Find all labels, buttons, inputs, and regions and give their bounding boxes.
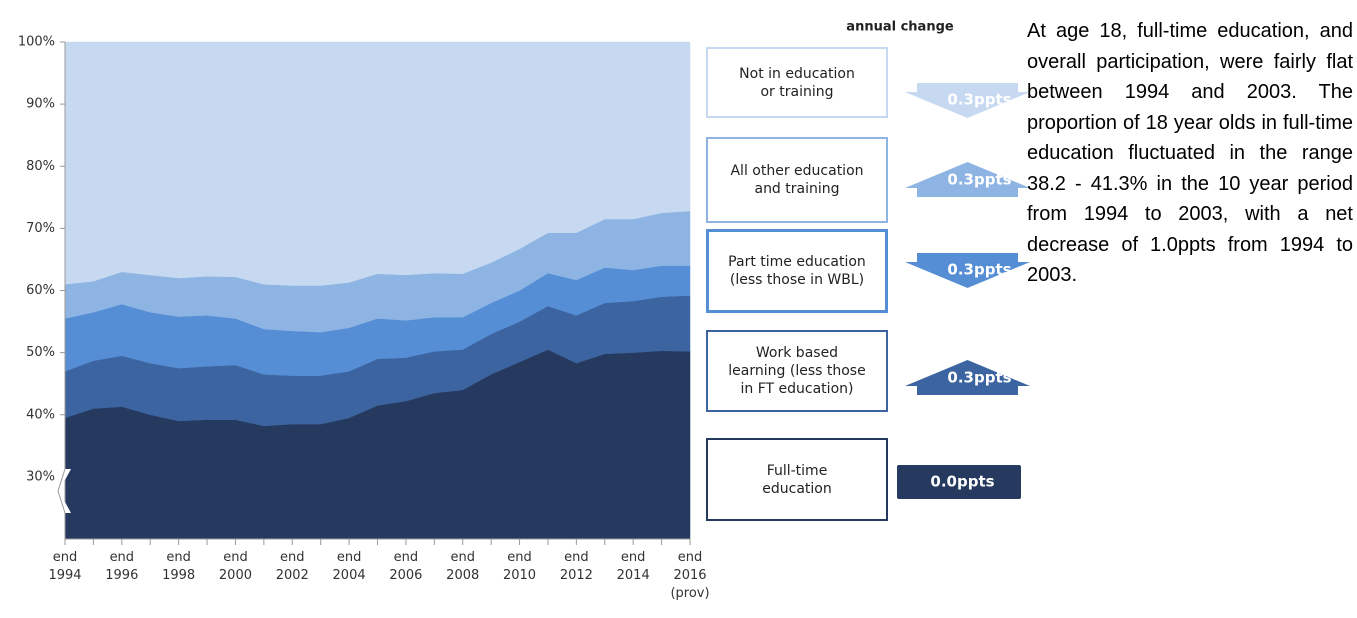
y-tick-label: 30% <box>26 469 55 484</box>
legend-label: Not in education or training <box>739 65 855 100</box>
legend-label: Part time education (less those in WBL) <box>728 254 866 288</box>
legend-box: Work based learning (less those in FT ed… <box>706 330 888 412</box>
x-tick-label: end 2004 <box>333 550 366 583</box>
legend-label: Full-time education <box>762 462 832 497</box>
x-tick-label: end 2014 <box>617 550 650 583</box>
change-label: 0.3ppts <box>947 91 1011 109</box>
legend-box: Full-time education <box>706 438 888 521</box>
x-tick-label: end 2016 (prov) <box>670 550 709 601</box>
x-tick-label: end 2000 <box>219 550 252 583</box>
legend-box: Part time education (less those in WBL) <box>706 229 888 313</box>
x-tick-label: end 2008 <box>446 550 479 583</box>
y-tick-label: 100% <box>18 35 55 50</box>
y-tick-label: 50% <box>26 345 55 360</box>
x-tick-label: end 2006 <box>389 550 422 583</box>
y-tick-label: 80% <box>26 159 55 174</box>
legend-box: All other education and training <box>706 137 888 223</box>
annotation: At age 18, full-time education, and over… <box>1027 20 1353 286</box>
y-tick-label: 90% <box>26 97 55 112</box>
x-tick-label: end 2002 <box>276 550 309 583</box>
change-arrow <box>905 162 1030 197</box>
legend-label: Work based learning (less those in FT ed… <box>728 345 866 397</box>
y-tick-label: 60% <box>26 283 55 298</box>
change-arrow <box>905 253 1030 288</box>
y-tick-label: 40% <box>26 407 55 422</box>
change-title: annual change <box>846 20 954 35</box>
x-tick-label: end 2010 <box>503 550 536 583</box>
legend-box: Not in education or training <box>706 47 888 118</box>
area <box>64 41 691 286</box>
x-tick-label: end 1998 <box>162 550 195 583</box>
axis-break <box>57 469 71 513</box>
x-tick-label: end 2012 <box>560 550 593 583</box>
change-label: 0.3ppts <box>947 171 1011 189</box>
change-arrow <box>905 360 1030 395</box>
y-tick-label: 70% <box>26 221 55 236</box>
axis-break-line <box>57 468 66 514</box>
legend-label: All other education and training <box>730 163 864 197</box>
change-label: 0.3ppts <box>947 261 1011 279</box>
change-arrow <box>905 83 1030 118</box>
x-tick-label: end 1994 <box>48 550 81 583</box>
change-box <box>897 465 1021 499</box>
change-label: 0.3ppts <box>947 369 1011 387</box>
change-label: 0.0ppts <box>930 473 994 491</box>
x-tick-label: end 1996 <box>105 550 138 583</box>
